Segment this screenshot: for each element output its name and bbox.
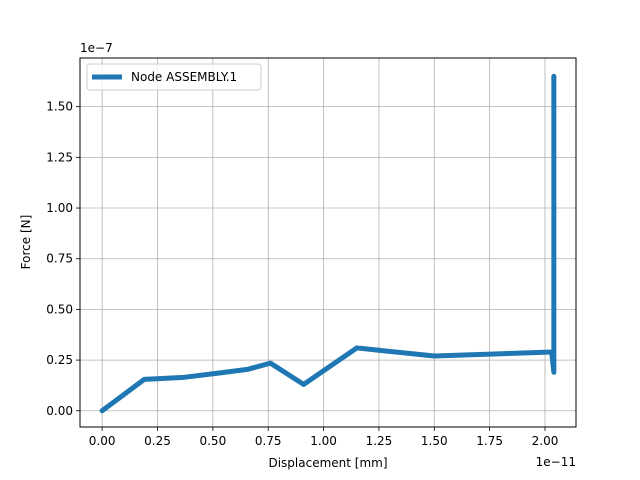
y-tick-label: 0.75: [46, 252, 73, 266]
x-tick-label: 1.75: [476, 434, 503, 448]
x-tick-label: 2.00: [532, 434, 559, 448]
y-tick-label: 0.00: [46, 404, 73, 418]
legend-box: [86, 63, 262, 91]
plot-area: [79, 57, 577, 428]
x-tick-label: 0.50: [199, 434, 226, 448]
legend: Node ASSEMBLY.1: [86, 63, 262, 91]
y-tick-label: 0.25: [46, 353, 73, 367]
x-tick-label: 0.00: [89, 434, 116, 448]
x-tick-label: 1.50: [421, 434, 448, 448]
y-offset-label: 1e−7: [80, 41, 113, 55]
y-tick-label: 1.50: [46, 100, 73, 114]
series-line: [99, 73, 557, 414]
x-tick-label: 1.25: [366, 434, 393, 448]
legend-label: Node ASSEMBLY.1: [131, 70, 237, 84]
y-axis: 0.00 0.25 0.50 0.75 1.00 1.25 1.50: [46, 100, 80, 418]
series-layer: [99, 73, 557, 414]
y-axis-label: Force [N]: [19, 215, 33, 270]
x-offset-label: 1e−11: [536, 455, 576, 469]
grid: [80, 58, 576, 427]
x-tick-label: 0.75: [255, 434, 282, 448]
x-axis-label: Displacement [mm]: [268, 456, 387, 470]
y-tick-label: 0.50: [46, 302, 73, 316]
y-tick-label: 1.00: [46, 201, 73, 215]
x-axis: 0.00 0.25 0.50 0.75 1.00 1.25 1.50 1.75 2.00: [89, 427, 559, 448]
x-tick-label: 0.25: [144, 434, 171, 448]
y-tick-label: 1.25: [46, 150, 73, 164]
x-tick-label: 1.00: [310, 434, 337, 448]
